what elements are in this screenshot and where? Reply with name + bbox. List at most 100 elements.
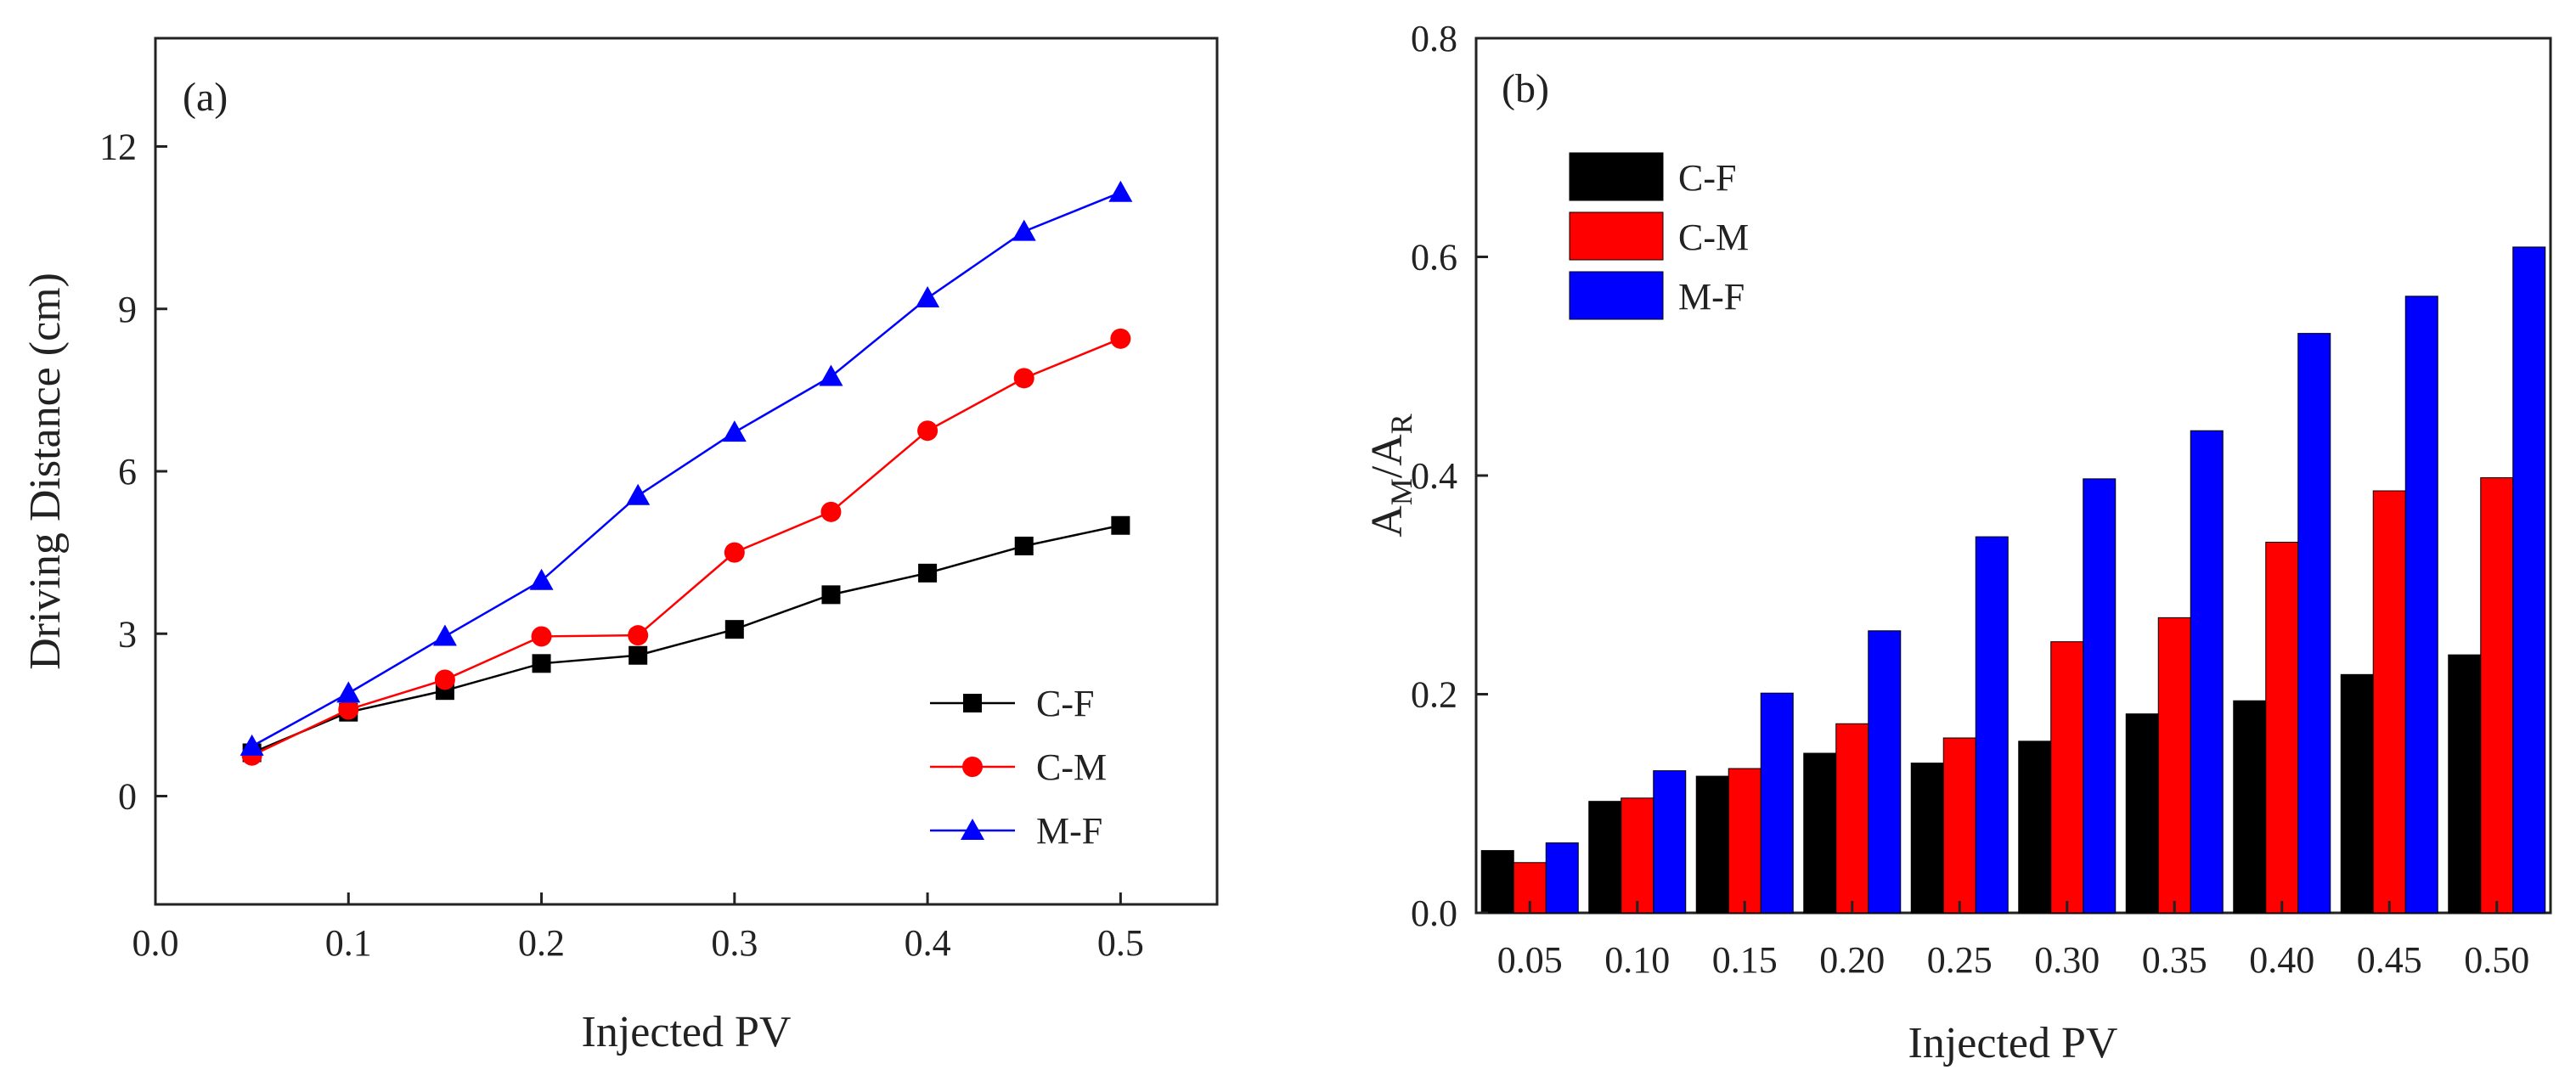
a-point-c-m xyxy=(338,699,359,720)
y-title-sub1: M xyxy=(1384,478,1418,505)
panel-b-y-axis-title: AM/AR xyxy=(1363,414,1418,538)
b-x-tick-label: 0.05 xyxy=(1497,939,1563,981)
panel-b-bars xyxy=(1480,246,2546,914)
b-x-tick-label: 0.35 xyxy=(2142,939,2207,981)
b-bar-c-m xyxy=(2157,617,2191,914)
panel-a-y-axis-title: Driving Distance (cm) xyxy=(21,273,70,670)
a-legend-marker-c-m xyxy=(962,757,983,777)
a-x-tick-label: 0.3 xyxy=(711,922,758,964)
a-point-c-f xyxy=(724,620,744,639)
b-bar-c-f xyxy=(1588,801,1622,914)
b-x-tick-label: 0.25 xyxy=(1927,939,1993,981)
b-x-tick-label: 0.15 xyxy=(1712,939,1778,981)
a-point-m-f xyxy=(819,364,843,386)
a-point-m-f xyxy=(240,734,264,756)
a-point-c-m xyxy=(917,420,939,442)
a-legend-label-m-f: M-F xyxy=(1036,810,1102,852)
b-legend-swatch-m-f xyxy=(1569,271,1664,320)
a-point-c-f xyxy=(1014,536,1034,555)
b-bar-c-f xyxy=(2340,673,2374,914)
a-line-c-f xyxy=(251,524,1121,754)
b-bar-m-f xyxy=(1975,536,2009,914)
b-bar-c-m xyxy=(1835,723,1869,914)
a-x-tick-label: 0.0 xyxy=(132,922,179,964)
b-bar-m-f xyxy=(2297,333,2331,914)
b-y-tick-label: 0.4 xyxy=(1411,455,1457,497)
b-bar-m-f xyxy=(1868,630,1902,914)
a-point-m-f xyxy=(626,483,651,505)
b-bar-m-f xyxy=(1760,692,1794,914)
a-point-m-f xyxy=(1108,180,1133,202)
a-point-m-f xyxy=(336,681,361,703)
b-legend-swatch-c-m xyxy=(1569,211,1664,261)
a-point-m-f xyxy=(1012,219,1036,241)
panel-a-x-ticks: 0.0 0.1 0.2 0.3 0.4 0.5 xyxy=(132,892,1144,964)
a-point-c-f xyxy=(628,645,648,665)
a-point-c-f xyxy=(918,563,938,583)
panel-b-x-axis-title: Injected PV xyxy=(1908,1019,2118,1067)
b-bar-c-f xyxy=(2233,700,2267,914)
a-point-m-f xyxy=(529,568,554,590)
b-bar-c-f xyxy=(2448,654,2482,914)
a-legend-marker-m-f xyxy=(961,819,984,840)
a-point-c-m xyxy=(724,542,745,563)
b-bar-c-m xyxy=(2372,490,2406,914)
b-bar-m-f xyxy=(2512,246,2546,914)
panel-b-bar-chart: (b) 0.05 0.10 0.15 0.20 0.25 0.30 0.35 0.40 0.45… xyxy=(1363,18,2552,1067)
a-x-tick-label: 0.5 xyxy=(1097,922,1144,964)
panel-b-legend: C-F C-M M-F xyxy=(1569,152,1749,320)
a-x-tick-label: 0.2 xyxy=(518,922,565,964)
b-bar-c-m xyxy=(2480,477,2514,914)
b-x-tick-label: 0.10 xyxy=(1604,939,1670,981)
b-y-tick-label: 0.0 xyxy=(1411,892,1457,934)
a-legend-label-c-m: C-M xyxy=(1036,746,1107,788)
b-bar-c-m xyxy=(1728,768,1761,914)
b-bar-m-f xyxy=(2190,430,2224,914)
panel-a-series xyxy=(240,180,1133,766)
b-bar-m-f xyxy=(2083,478,2117,914)
b-x-tick-label: 0.40 xyxy=(2249,939,2314,981)
b-bar-c-f xyxy=(2125,713,2159,914)
a-y-tick-label: 6 xyxy=(118,451,137,493)
a-y-tick-label: 3 xyxy=(118,613,137,655)
a-point-c-m xyxy=(1110,328,1131,349)
a-point-c-f xyxy=(1111,515,1130,535)
b-bar-c-f xyxy=(1803,752,1837,914)
b-x-tick-label: 0.30 xyxy=(2034,939,2100,981)
a-x-tick-label: 0.1 xyxy=(325,922,372,964)
b-bar-c-m xyxy=(1942,737,1976,914)
a-y-tick-label: 0 xyxy=(118,776,137,818)
panel-a-y-ticks: 0 3 6 9 12 xyxy=(99,127,167,818)
b-y-tick-label: 0.6 xyxy=(1411,237,1457,279)
a-point-m-f xyxy=(722,420,747,442)
panel-a-label: (a) xyxy=(183,75,228,120)
b-legend-label-m-f: M-F xyxy=(1678,276,1745,318)
b-y-tick-label: 0.8 xyxy=(1411,18,1457,59)
y-title-main: A xyxy=(1363,505,1412,538)
y-title-sub2: R xyxy=(1384,414,1418,434)
a-line-m-f xyxy=(251,191,1121,747)
panel-a-line-chart: (a) 0.0 0.1 0.2 0.3 0.4 0.5 0 3 6 9 12 Injected P… xyxy=(21,37,1219,1056)
a-line-c-m xyxy=(251,337,1121,757)
b-bar-c-f xyxy=(1480,850,1514,914)
y-title-mid: /A xyxy=(1363,434,1412,478)
b-bar-m-f xyxy=(1545,842,1579,914)
a-point-c-f xyxy=(821,585,841,605)
a-x-tick-label: 0.4 xyxy=(905,922,951,964)
b-x-tick-label: 0.20 xyxy=(1819,939,1885,981)
panel-a-x-axis-title: Injected PV xyxy=(582,1008,792,1056)
b-x-tick-label: 0.50 xyxy=(2464,939,2529,981)
b-bar-m-f xyxy=(2404,296,2438,914)
panel-b-y-ticks: 0.0 0.2 0.4 0.6 0.8 xyxy=(1411,18,1488,934)
b-bar-c-f xyxy=(2018,740,2052,914)
panel-b-x-ticks: 0.05 0.10 0.15 0.20 0.25 0.30 0.35 0.40 0.45 0.50 xyxy=(1497,901,2529,981)
panel-a-legend: C-F C-M M-F xyxy=(930,683,1107,852)
b-x-tick-label: 0.45 xyxy=(2357,939,2422,981)
b-bar-c-f xyxy=(1695,775,1729,914)
b-bar-c-m xyxy=(1621,797,1654,914)
b-bar-c-m xyxy=(2265,542,2299,914)
a-legend-marker-c-f xyxy=(963,694,982,712)
b-legend-swatch-c-f xyxy=(1569,152,1664,201)
a-point-c-m xyxy=(531,626,552,647)
a-y-tick-label: 12 xyxy=(99,127,137,168)
